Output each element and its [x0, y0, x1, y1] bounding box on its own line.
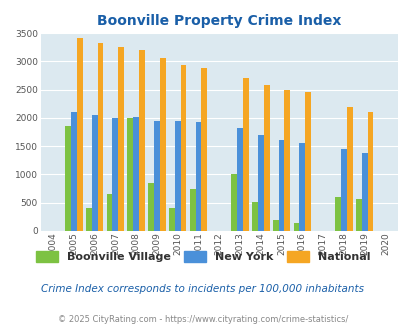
- Bar: [340, 149, 346, 231]
- Text: Crime Index corresponds to incidents per 100,000 inhabitants: Crime Index corresponds to incidents per…: [41, 284, 364, 294]
- Bar: [107, 194, 112, 231]
- Bar: [153, 121, 160, 231]
- Bar: [189, 188, 195, 231]
- Bar: [168, 208, 175, 231]
- Bar: [237, 128, 242, 231]
- Bar: [97, 43, 103, 231]
- Bar: [367, 112, 373, 231]
- Bar: [71, 112, 77, 231]
- Bar: [284, 90, 290, 231]
- Bar: [133, 117, 139, 231]
- Bar: [361, 153, 367, 231]
- Bar: [86, 208, 92, 231]
- Bar: [334, 197, 340, 231]
- Bar: [139, 50, 145, 231]
- Bar: [112, 118, 118, 231]
- Bar: [298, 143, 305, 231]
- Bar: [148, 183, 153, 231]
- Bar: [293, 222, 298, 231]
- Bar: [201, 68, 207, 231]
- Bar: [180, 65, 186, 231]
- Bar: [272, 220, 278, 231]
- Legend: Boonville Village, New York, National: Boonville Village, New York, National: [31, 247, 374, 266]
- Title: Boonville Property Crime Index: Boonville Property Crime Index: [97, 14, 341, 28]
- Bar: [175, 121, 180, 231]
- Bar: [263, 85, 269, 231]
- Bar: [346, 107, 352, 231]
- Bar: [231, 175, 237, 231]
- Bar: [92, 115, 97, 231]
- Bar: [118, 47, 124, 231]
- Bar: [77, 38, 82, 231]
- Bar: [127, 118, 133, 231]
- Bar: [305, 92, 310, 231]
- Bar: [195, 122, 201, 231]
- Bar: [355, 199, 361, 231]
- Bar: [278, 141, 284, 231]
- Text: © 2025 CityRating.com - https://www.cityrating.com/crime-statistics/: © 2025 CityRating.com - https://www.city…: [58, 315, 347, 324]
- Bar: [160, 58, 165, 231]
- Bar: [65, 126, 71, 231]
- Bar: [242, 78, 248, 231]
- Bar: [252, 202, 257, 231]
- Bar: [257, 135, 263, 231]
